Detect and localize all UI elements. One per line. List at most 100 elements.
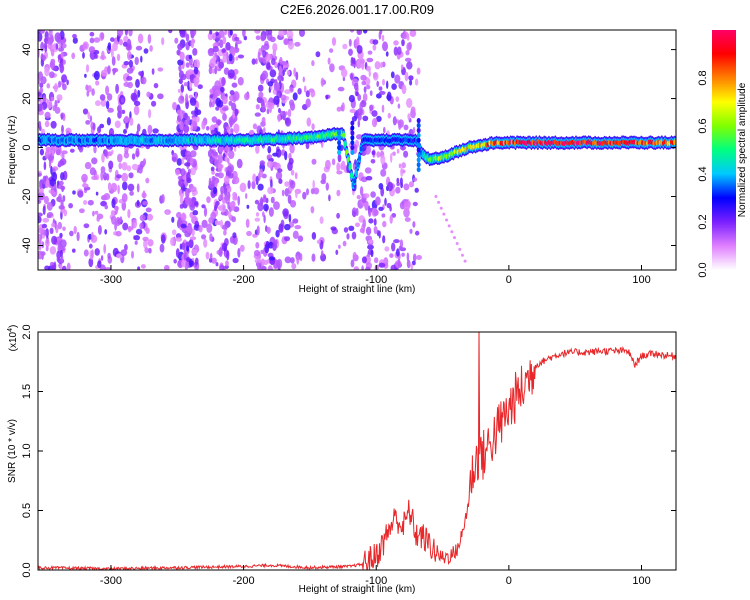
spectrogram-cell: [193, 66, 199, 75]
spectrogram-cell: [239, 244, 245, 252]
spectrogram-cell: [266, 62, 271, 70]
spectrogram-ridge-cell: [348, 164, 352, 170]
spectrogram-cell: [336, 162, 341, 172]
spectrogram-cell: [292, 92, 298, 101]
spectrogram-cell: [153, 83, 159, 89]
spectrogram-ridge-cell: [673, 139, 676, 145]
spectrogram-cell: [41, 241, 45, 249]
spectrogram-cell: [408, 181, 415, 188]
spectrogram-cell: [127, 38, 132, 49]
spectrogram-cell: [107, 107, 114, 113]
spectrogram-cell: [346, 233, 350, 240]
spectrogram-cell: [286, 69, 291, 76]
spectrogram-cell: [225, 260, 229, 267]
spectrogram-cell: [289, 180, 296, 189]
spectrogram-cell: [135, 45, 143, 51]
spectrogram-cell: [215, 220, 218, 226]
spectrogram-ridge-cell: [350, 120, 355, 126]
spectrogram-cell: [399, 177, 403, 186]
spectrogram-cell: [187, 69, 194, 75]
spectrogram-cell: [59, 158, 67, 166]
spectrogram-cell: [284, 223, 291, 231]
spectrogram-cell: [367, 50, 373, 55]
spectrogram-cell: [320, 250, 324, 257]
spectrogram-cell: [356, 36, 360, 44]
spectrogram-cell: [342, 43, 348, 50]
spectrogram-cell: [94, 248, 100, 256]
spectrogram-cell: [181, 157, 185, 165]
spectrogram-cell: [50, 48, 55, 57]
spectrogram-cell: [104, 229, 108, 235]
spectrogram-cell: [57, 221, 63, 230]
spectrogram-cell: [393, 239, 400, 244]
spectrogram-cell: [176, 158, 182, 166]
spectrogram-cell: [137, 266, 141, 270]
spectrogram-cell: [455, 242, 459, 246]
spectrogram-cell: [177, 88, 181, 93]
spectrogram-cell: [58, 46, 64, 52]
spectrogram-cell: [231, 216, 236, 223]
spectrogram-cell: [121, 193, 128, 203]
spectrogram-cell: [349, 108, 357, 113]
spectrogram-cell: [237, 76, 244, 86]
spectrogram-cell: [442, 212, 446, 216]
spectrogram-cell: [329, 63, 335, 73]
spectrogram-cell: [136, 123, 141, 132]
spectrogram-cell: [401, 39, 405, 47]
spectrogram-cell: [172, 102, 177, 110]
spectrogram-cell: [123, 35, 129, 43]
spectrogram-cell: [178, 95, 185, 104]
spectrogram-cell: [263, 195, 267, 203]
spectrogram-cell: [133, 235, 140, 241]
spectrogram-cell: [59, 264, 63, 270]
spectrogram-cell: [218, 61, 225, 69]
spectrogram-cell: [55, 43, 59, 50]
spectrogram-cell: [217, 172, 224, 179]
spectrogram-cell: [315, 51, 321, 58]
spectrogram-cell: [180, 84, 184, 93]
spectrogram-cell: [121, 201, 127, 211]
spectrogram-cell: [131, 250, 134, 259]
spectrogram-cell: [92, 122, 96, 131]
spectrogram-cell: [310, 206, 315, 214]
spectrogram-cell: [215, 262, 219, 267]
spectrogram-cell: [260, 258, 265, 267]
spectrogram-cell: [263, 214, 266, 224]
spectrogram-cell: [60, 172, 65, 181]
y-tick-label: 1.5: [21, 384, 33, 399]
spectrogram-cell: [97, 260, 102, 269]
x-tick-label: -200: [233, 575, 255, 587]
spectrogram-cell: [404, 71, 409, 82]
spectrogram-cell: [378, 90, 386, 95]
spectrogram-cell: [242, 30, 246, 38]
spectrogram-cell: [405, 50, 410, 56]
spectrogram-cell: [116, 253, 123, 259]
spectrogram-cell: [287, 194, 292, 204]
spectrogram-cell: [106, 93, 113, 101]
spectrogram-cell: [41, 223, 48, 229]
spectrogram-cell: [171, 216, 175, 223]
spectrogram-cell: [201, 219, 208, 229]
spectrogram-cell: [273, 201, 280, 210]
spectrogram-ridge-cell: [350, 144, 355, 151]
spectrogram-cell: [135, 228, 143, 235]
spectrogram-cell: [94, 210, 99, 215]
spectrogram-cell: [111, 56, 116, 66]
spectrogram-cell: [282, 208, 289, 217]
spectrogram-cell: [223, 67, 230, 75]
spectrogram-cell: [83, 200, 88, 205]
spectrogram-cell: [208, 180, 215, 189]
spectrogram-cell: [38, 103, 43, 112]
spectrogram-cell: [91, 157, 98, 165]
spectrogram-cell: [335, 249, 339, 255]
spectrogram-cell: [305, 90, 310, 98]
spectrogram-cell: [72, 248, 76, 253]
spectrogram-cell: [95, 100, 101, 107]
spectrogram-cell: [376, 80, 380, 87]
spectrogram-cell: [114, 120, 121, 129]
colorbar-gradient: [712, 30, 736, 270]
spectrogram-cell: [380, 61, 383, 69]
spectrogram-cell: [254, 217, 261, 222]
spectrogram-cell: [43, 42, 48, 49]
spectrogram-cell: [190, 167, 197, 176]
